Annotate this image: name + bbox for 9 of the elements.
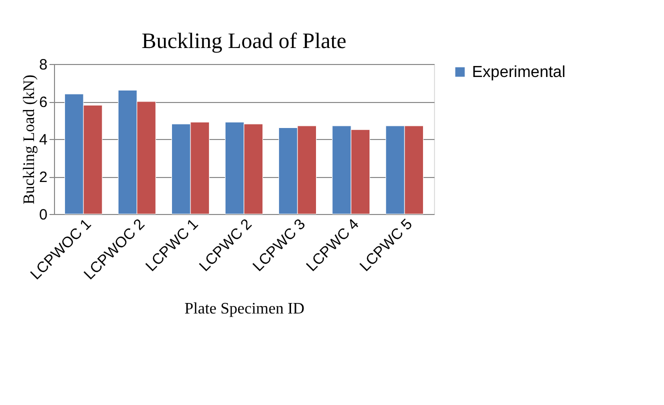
chart-title: Buckling Load of Plate (142, 28, 346, 53)
y-tick-label: 8 (39, 56, 48, 74)
y-tick-label: 4 (39, 132, 48, 148)
y-axis-title: Buckling Load (kN) (21, 74, 38, 204)
y-tick-label: 0 (39, 206, 48, 224)
x-axis-title: Plate Specimen ID (184, 300, 304, 318)
legend-label: Experimental (472, 64, 566, 81)
y-tick-label: 2 (39, 169, 48, 186)
y-tick-label: 6 (39, 94, 48, 111)
